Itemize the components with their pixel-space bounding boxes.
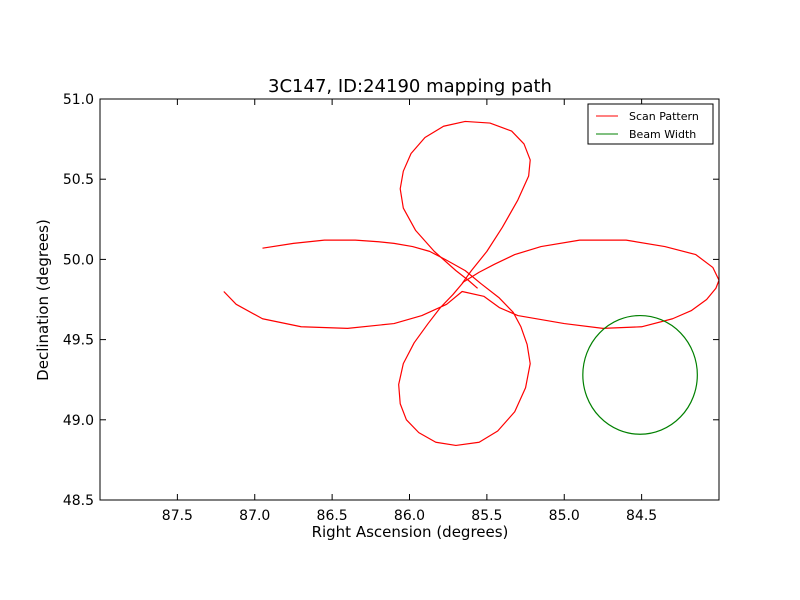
legend-box (587, 103, 714, 145)
x-tick-label: 87.0 (239, 508, 270, 524)
y-tick-label: 48.5 (63, 493, 94, 509)
x-tick-label: 87.5 (162, 508, 193, 524)
chart-title: 3C147, ID:24190 mapping path (268, 76, 552, 97)
y-tick-label: 51.0 (63, 92, 94, 108)
y-tick-label: 50.5 (63, 172, 94, 188)
plot-area (223, 120, 719, 447)
x-tick-label: 85.0 (549, 508, 580, 524)
legend-label-beam-width: Beam Width (629, 128, 696, 141)
series-beam-width (582, 314, 698, 435)
y-tick-label: 49.0 (63, 413, 94, 429)
series-scan-pattern-0 (223, 239, 719, 447)
x-tick-label: 85.5 (471, 508, 502, 524)
x-axis: 87.5 87.0 86.5 86.0 85.5 85.0 84.5 (162, 99, 657, 524)
x-axis-label: Right Ascension (degrees) (312, 523, 509, 541)
y-tick-label: 49.5 (63, 333, 94, 349)
x-tick-label: 84.5 (626, 508, 657, 524)
y-axis-label: Declination (degrees) (34, 219, 52, 381)
y-axis: 48.5 49.0 49.5 50.0 50.5 51.0 (63, 92, 719, 509)
legend-label-scan-pattern: Scan Pattern (629, 110, 699, 123)
y-tick-label: 50.0 (63, 252, 94, 268)
x-tick-label: 86.0 (394, 508, 425, 524)
series-scan-pattern-1 (399, 120, 531, 289)
x-tick-label: 86.5 (317, 508, 348, 524)
legend: Scan Pattern Beam Width (587, 103, 714, 145)
